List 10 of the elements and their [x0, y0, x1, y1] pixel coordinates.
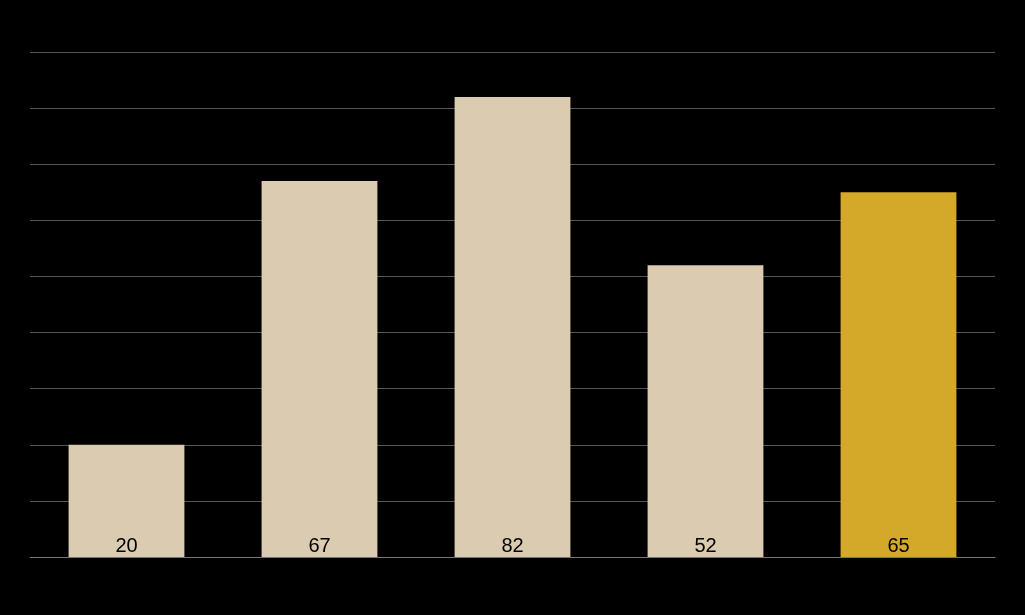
bar [647, 265, 764, 557]
bar [261, 181, 378, 557]
bar [840, 192, 957, 557]
bar [454, 96, 571, 557]
data-label: 82 [501, 534, 524, 556]
data-label: 65 [887, 534, 910, 556]
data-label: 52 [694, 534, 717, 556]
bar [68, 444, 185, 557]
data-label: 67 [308, 534, 331, 556]
data-label: 20 [115, 534, 138, 556]
